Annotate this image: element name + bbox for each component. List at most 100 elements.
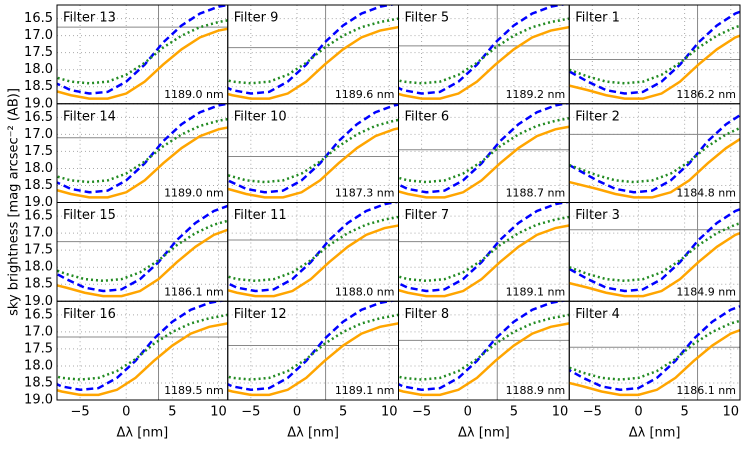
series-line bbox=[398, 116, 570, 184]
panel-title: Filter 12 bbox=[234, 307, 287, 322]
series-line bbox=[57, 301, 226, 392]
series-line bbox=[227, 301, 397, 392]
panel-title: Filter 10 bbox=[234, 109, 287, 124]
series-line bbox=[227, 5, 397, 95]
panel-annotation: 1189.1 nm bbox=[335, 384, 395, 397]
x-tick-label: 5 bbox=[680, 405, 688, 420]
series-line bbox=[569, 113, 740, 194]
panel-annotation: 1188.7 nm bbox=[506, 187, 566, 200]
x-tick-label: 10 bbox=[552, 405, 569, 420]
panel-annotation: 1186.1 nm bbox=[164, 285, 224, 298]
y-tick-label: 18.0 bbox=[24, 161, 53, 176]
x-axis-label: Δλ [nm] bbox=[458, 426, 510, 441]
y-tick-label: 16.5 bbox=[24, 110, 53, 125]
series-line bbox=[569, 231, 740, 298]
series-line bbox=[227, 25, 399, 100]
series-line bbox=[227, 224, 399, 298]
panel-frame bbox=[568, 300, 741, 401]
panel-annotation: 1188.0 nm bbox=[335, 285, 395, 298]
panel-title: Filter 7 bbox=[405, 208, 450, 223]
series-line bbox=[398, 215, 570, 283]
y-tick-label: 16.5 bbox=[24, 209, 53, 224]
series-line bbox=[398, 5, 567, 95]
panel-title: Filter 9 bbox=[234, 11, 279, 26]
panel-annotation: 1189.1 nm bbox=[506, 285, 566, 298]
series-line bbox=[57, 322, 228, 397]
y-axis-label: sky brightness [mag arcsec⁻² (AB)] bbox=[7, 88, 22, 316]
y-tick-label: 17.0 bbox=[24, 28, 53, 43]
y-tick-label: 17.0 bbox=[24, 324, 53, 339]
panel-annotation: 1184.9 nm bbox=[676, 285, 736, 298]
series-line bbox=[569, 24, 740, 85]
series-line bbox=[398, 17, 570, 85]
series-line bbox=[227, 127, 399, 199]
panel-title: Filter 14 bbox=[63, 109, 116, 124]
y-tick-label: 16.5 bbox=[24, 11, 53, 26]
y-tick-label: 19.0 bbox=[24, 294, 53, 309]
y-tick-label: 18.5 bbox=[24, 277, 53, 292]
series-line bbox=[398, 301, 567, 392]
series-line bbox=[227, 103, 399, 194]
series-line bbox=[57, 228, 228, 298]
series-line bbox=[57, 204, 228, 293]
panel-title: Filter 13 bbox=[63, 11, 116, 26]
y-tick-label: 19.0 bbox=[24, 195, 53, 210]
y-tick-label: 17.5 bbox=[24, 45, 53, 60]
y-tick-label: 17.5 bbox=[24, 243, 53, 258]
panel-annotation: 1186.1 nm bbox=[676, 384, 736, 397]
x-tick-label: 0 bbox=[122, 405, 130, 420]
series-line bbox=[398, 322, 570, 397]
x-axis-label: Δλ [nm] bbox=[287, 426, 339, 441]
panel-annotation: 1186.2 nm bbox=[676, 88, 736, 101]
series-line bbox=[227, 313, 399, 381]
panel-title: Filter 2 bbox=[575, 109, 620, 124]
series-line bbox=[569, 126, 740, 184]
series-line bbox=[569, 319, 740, 381]
x-tick-label: 10 bbox=[381, 405, 398, 420]
panel-annotation: 1188.9 nm bbox=[506, 384, 566, 397]
y-tick-label: 18.0 bbox=[24, 260, 53, 275]
series-line bbox=[569, 207, 740, 293]
panel-annotation: 1189.0 nm bbox=[164, 187, 224, 200]
series-line bbox=[57, 219, 228, 283]
series-line bbox=[57, 19, 228, 85]
panel-annotation: 1189.0 nm bbox=[164, 88, 224, 101]
x-tick-label: −5 bbox=[412, 405, 431, 420]
panel-annotation: 1189.2 nm bbox=[506, 88, 566, 101]
series-line bbox=[398, 125, 570, 199]
series-line bbox=[57, 27, 228, 100]
series-line bbox=[57, 126, 228, 199]
panel-annotation: 1189.5 nm bbox=[164, 384, 224, 397]
y-tick-label: 18.5 bbox=[24, 178, 53, 193]
x-tick-label: 10 bbox=[210, 405, 227, 420]
y-tick-label: 19.0 bbox=[24, 393, 53, 408]
panel-annotation: 1184.8 nm bbox=[676, 187, 736, 200]
series-line bbox=[569, 137, 740, 199]
series-line bbox=[227, 118, 399, 184]
panel-title: Filter 1 bbox=[575, 11, 620, 26]
x-tick-label: −5 bbox=[583, 405, 602, 420]
series-line bbox=[569, 34, 740, 100]
y-tick-label: 17.0 bbox=[24, 127, 53, 142]
panel-annotation: 1189.6 nm bbox=[335, 88, 395, 101]
series-line bbox=[57, 103, 228, 194]
series-line bbox=[57, 117, 228, 184]
y-tick-label: 18.0 bbox=[24, 358, 53, 373]
series-line bbox=[398, 224, 570, 298]
series-line bbox=[398, 313, 570, 381]
series-line bbox=[227, 17, 399, 85]
panel-title: Filter 3 bbox=[575, 208, 620, 223]
x-tick-label: 5 bbox=[339, 405, 347, 420]
series-line bbox=[57, 5, 228, 95]
y-tick-label: 17.0 bbox=[24, 226, 53, 241]
series-line bbox=[227, 202, 399, 293]
y-tick-label: 18.5 bbox=[24, 375, 53, 390]
series-line bbox=[398, 25, 570, 100]
series-line bbox=[569, 305, 740, 392]
x-tick-label: 10 bbox=[722, 405, 739, 420]
series-line bbox=[398, 202, 570, 293]
y-tick-label: 18.0 bbox=[24, 62, 53, 77]
panel-title: Filter 15 bbox=[63, 208, 116, 223]
y-tick-label: 17.5 bbox=[24, 341, 53, 356]
